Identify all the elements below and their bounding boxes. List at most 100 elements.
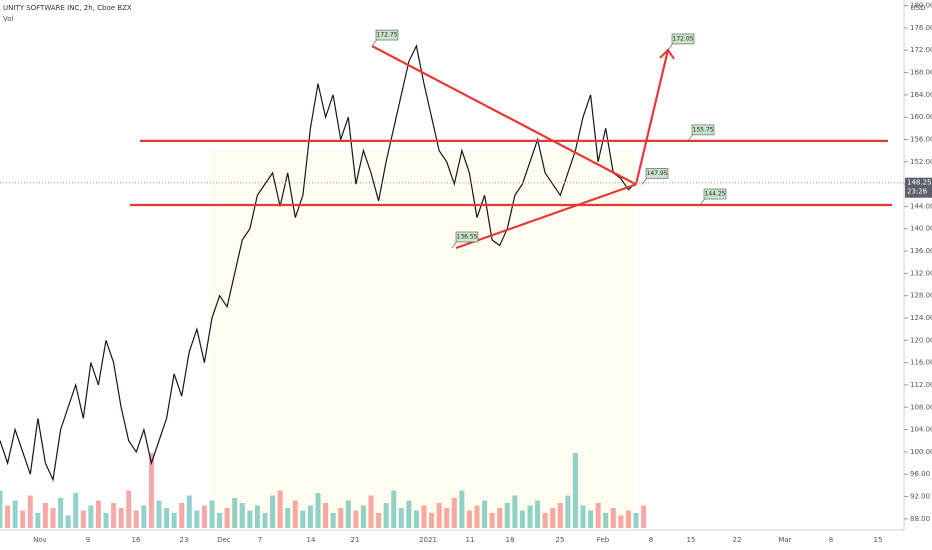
volume-bar — [5, 505, 11, 528]
x-tick-label: Feb — [597, 536, 610, 544]
volume-bar — [610, 508, 616, 528]
volume-bar — [224, 508, 230, 528]
y-tick-label: 152.00 — [910, 158, 932, 166]
volume-bar — [323, 503, 329, 528]
y-tick-label: 88.00 — [910, 515, 930, 523]
callout-label: 172.05 — [673, 35, 694, 42]
volume-bar — [383, 503, 389, 528]
volume-bar — [50, 508, 56, 528]
x-tick-label: 18 — [506, 536, 515, 544]
volume-bar — [0, 490, 3, 528]
volume-bar — [557, 503, 563, 528]
volume-label: Vol — [3, 15, 14, 23]
y-tick-label: 120.00 — [910, 336, 932, 344]
volume-bar — [270, 495, 276, 528]
trend-line — [371, 45, 637, 186]
y-tick-label: 180.00 — [910, 2, 932, 10]
callout-label: 155.75 — [693, 126, 714, 133]
last-price-time: 23:26 — [907, 188, 928, 196]
y-tick-label: 176.00 — [910, 24, 932, 32]
volume-bar — [95, 500, 101, 528]
x-tick-label: 15 — [874, 536, 883, 544]
volume-bar — [254, 505, 260, 528]
x-tick-label: 16 — [132, 536, 141, 544]
volume-bar — [330, 513, 336, 528]
last-price-box — [905, 177, 932, 198]
y-tick-label: 128.00 — [910, 292, 932, 300]
volume-bar — [550, 508, 556, 528]
volume-bar — [179, 503, 185, 528]
volume-bar — [497, 508, 503, 528]
volume-bar — [201, 505, 207, 528]
volume-bar — [482, 500, 488, 528]
volume-bar — [466, 510, 472, 528]
volume-bar — [262, 513, 268, 528]
volume-bar — [126, 490, 132, 528]
volume-bar — [285, 508, 291, 528]
volume-bar — [459, 490, 465, 528]
x-tick-label: 8 — [829, 536, 833, 544]
volume-bar — [194, 510, 200, 528]
volume-bar — [603, 513, 609, 528]
volume-bar — [527, 505, 533, 528]
y-tick-label: 168.00 — [910, 69, 932, 77]
volume-bar — [73, 493, 79, 528]
volume-bar — [618, 515, 624, 528]
x-tick-label: 2021 — [419, 536, 437, 544]
volume-bar — [27, 495, 33, 528]
volume-bar — [58, 498, 64, 528]
x-tick-label: 21 — [351, 536, 360, 544]
volume-bar — [186, 495, 192, 528]
y-tick-label: 104.00 — [910, 426, 932, 434]
volume-bar — [35, 513, 41, 528]
x-tick-label: 8 — [649, 536, 653, 544]
volume-bar — [292, 500, 298, 528]
volume-bar — [307, 505, 313, 528]
volume-bar — [88, 505, 94, 528]
callout-label: 147.95 — [647, 170, 668, 177]
volume-bar — [633, 513, 639, 528]
volume-bar — [80, 510, 86, 528]
callout-box — [455, 231, 479, 243]
volume-bar — [345, 500, 351, 528]
volume-bar — [451, 498, 457, 528]
x-tick-label: 25 — [556, 536, 565, 544]
volume-bar — [588, 510, 594, 528]
x-tick-label: 9 — [86, 536, 90, 544]
currency-label: USD — [911, 4, 926, 12]
callout-box — [645, 168, 669, 179]
y-tick-label: 112.00 — [910, 381, 932, 389]
volume-bar — [103, 513, 109, 528]
volume-bar — [133, 510, 139, 528]
price-line — [0, 44, 637, 482]
volume-bar — [209, 500, 215, 528]
volume-bar — [20, 510, 26, 528]
volume-bar — [338, 508, 344, 528]
volume-bar — [391, 490, 397, 528]
y-tick-label: 100.00 — [910, 448, 932, 456]
y-tick-label: 140.00 — [910, 225, 932, 233]
callout-box — [703, 188, 727, 200]
volume-bar — [595, 503, 601, 528]
volume-bar — [625, 510, 631, 528]
y-tick-label: 160.00 — [910, 113, 932, 121]
chart-title: UNITY SOFTWARE INC, 2h, Cboe BZX — [3, 4, 132, 12]
y-tick-label: 172.00 — [910, 46, 932, 54]
volume-bar — [315, 493, 321, 528]
callout-label: 172.75 — [377, 32, 398, 39]
volume-bar — [413, 510, 419, 528]
y-tick-label: 92.00 — [910, 493, 930, 501]
volume-bar — [111, 503, 117, 528]
x-tick-label: Mar — [778, 536, 791, 544]
volume-bar — [300, 510, 306, 528]
x-tick-label: Dec — [217, 536, 231, 544]
volume-bar — [436, 503, 442, 528]
volume-bar — [277, 490, 283, 528]
volume-bar — [444, 508, 450, 528]
volume-bar — [164, 508, 170, 528]
highlight-area — [210, 150, 635, 530]
volume-bar — [217, 513, 223, 528]
volume-bar — [535, 500, 541, 528]
volume-bar — [406, 500, 412, 528]
callout-box — [375, 29, 399, 41]
